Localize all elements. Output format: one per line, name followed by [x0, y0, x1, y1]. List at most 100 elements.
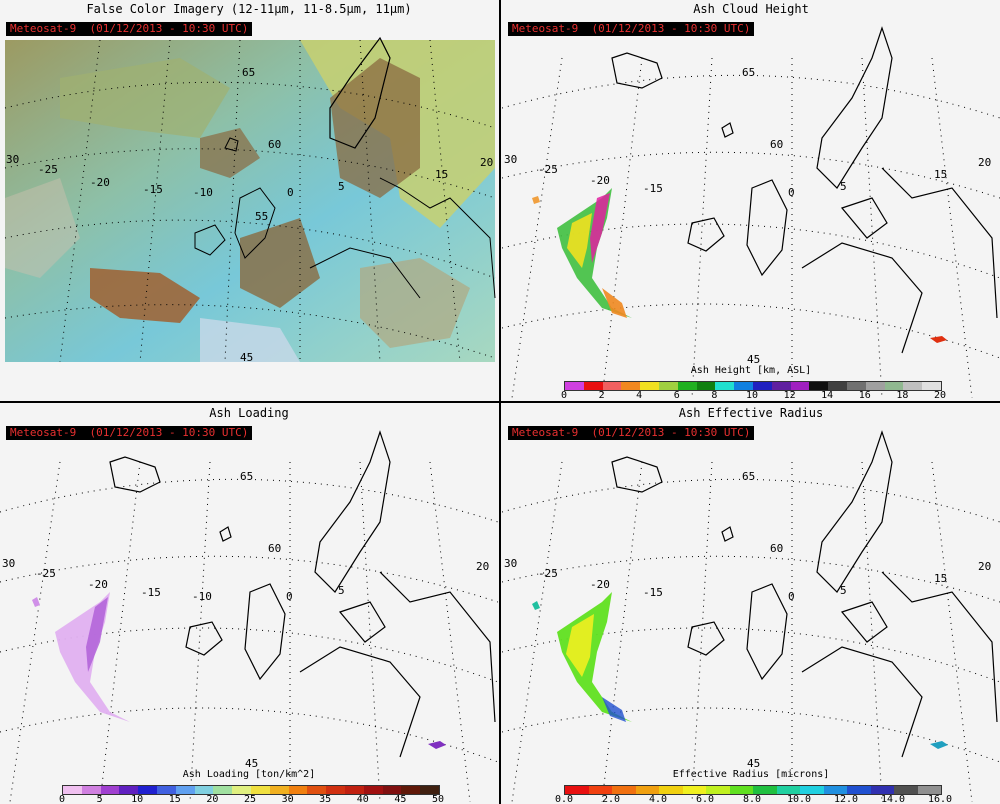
lat-label: 65	[742, 470, 755, 483]
lon-label: 15	[934, 168, 947, 181]
colorbar-tick-label: 0.0	[554, 794, 574, 804]
panel-title: Ash Cloud Height	[693, 2, 809, 16]
lon-label: 0	[788, 590, 795, 603]
colorbar-swatch	[682, 786, 706, 794]
colorbar-tick-label: 16.0	[928, 794, 953, 804]
lon-label: -15	[643, 182, 663, 195]
colorbar-swatch	[658, 382, 678, 390]
colorbar-tick-label: 4	[636, 390, 643, 400]
colorbar-swatch	[588, 786, 612, 794]
colorbar-swatch	[677, 382, 697, 390]
colorbar-swatch	[753, 786, 777, 794]
colorbar-swatch	[828, 382, 847, 390]
colorbar-swatch	[635, 786, 659, 794]
colorbar-tick-label: 20	[933, 390, 947, 400]
lon-label: 20	[480, 156, 493, 169]
lon-label: 20	[476, 560, 489, 573]
colorbar-tick-label: 5	[96, 794, 103, 804]
colorbar-ticks: 0 2 4 6 8 10 12 14 16 18 20	[554, 390, 950, 400]
lon-label: 20	[978, 156, 991, 169]
lon-label: 20	[978, 560, 991, 573]
colorbar-tick-label: 12.0	[834, 794, 859, 804]
lon-label: 0	[788, 186, 795, 199]
colorbar-swatch	[809, 382, 829, 390]
ash-loading-panel: Ash Loading	[0, 404, 498, 804]
colorbar-swatch	[420, 786, 439, 794]
lon-label: 5	[338, 180, 345, 193]
colorbar-swatch	[729, 786, 753, 794]
colorbar-swatch	[100, 786, 120, 794]
colorbar-swatch	[602, 382, 622, 390]
colorbar-swatch	[81, 786, 101, 794]
colorbar-swatch	[621, 382, 641, 390]
lat-label: 65	[242, 66, 255, 79]
colorbar-swatch	[175, 786, 195, 794]
lat-label: 45	[245, 757, 258, 770]
colorbar-tick-label: 2.0	[601, 794, 621, 804]
ash-radius-map: 65 60 45 30 -25 -20 -15 0 5 15 20	[502, 430, 1000, 803]
panel-title: Ash Loading	[209, 406, 289, 420]
colorbar-swatch	[847, 786, 871, 794]
colorbar-swatch	[288, 786, 308, 794]
colorbar-swatch	[363, 786, 383, 794]
lon-label: 15	[934, 572, 947, 585]
lon-label: -20	[590, 174, 610, 187]
colorbar-tick-label: 14	[821, 390, 834, 400]
colorbar-swatch	[870, 786, 894, 794]
colorbar-tick-label: 30	[281, 794, 294, 804]
radius-colorbar	[564, 785, 942, 795]
colorbar-tick-label: 10	[745, 390, 759, 400]
loading-colorbar	[62, 785, 440, 795]
satellite-label: Meteosat-9 (01/12/2013 - 10:30 UTC)	[508, 22, 755, 36]
lon-label: -20	[590, 578, 610, 591]
colorbar-swatch	[326, 786, 345, 794]
lon-label: 30	[6, 153, 19, 166]
colorbar-swatch	[612, 786, 636, 794]
lat-label: 45	[747, 757, 760, 770]
colorbar-tick-label: 40	[356, 794, 369, 804]
colorbar-tick-label: 4.0	[648, 794, 668, 804]
colorbar-swatch	[156, 786, 176, 794]
colorbar-tick-label: 45	[394, 794, 407, 804]
panel-title: Ash Effective Radius	[678, 406, 824, 420]
colorbar-tick-label: 35	[319, 794, 332, 804]
colorbar-tick-label: 8	[711, 390, 718, 400]
lat-label: 60	[770, 138, 783, 151]
lat-label: 65	[742, 66, 755, 79]
lon-label: -15	[141, 586, 161, 599]
colorbar-swatch	[565, 382, 584, 390]
colorbar-tick-label: 6	[673, 390, 680, 400]
lon-label: -10	[193, 186, 213, 199]
height-colorbar	[564, 381, 942, 391]
colorbar-title: Effective Radius [microns]	[672, 769, 830, 780]
colorbar-swatch	[382, 786, 402, 794]
colorbar-swatch	[640, 382, 659, 390]
colorbar-tick-label: 10.0	[787, 794, 812, 804]
lon-label: -20	[88, 578, 108, 591]
lon-label: 5	[338, 584, 345, 597]
colorbar-swatch	[917, 786, 941, 794]
colorbar-swatch	[752, 382, 772, 390]
colorbar-tick-label: 0	[560, 390, 568, 400]
colorbar-tick-label: 20	[206, 794, 219, 804]
satellite-label: Meteosat-9 (01/12/2013 - 10:30 UTC)	[6, 22, 253, 36]
colorbar-swatch	[734, 382, 753, 390]
colorbar-swatch	[250, 786, 270, 794]
colorbar-swatch	[790, 382, 810, 390]
colorbar-swatch	[800, 786, 824, 794]
colorbar-swatch	[659, 786, 683, 794]
lat-label: 45	[240, 351, 253, 364]
lon-label: 30	[504, 557, 517, 570]
satellite-label: Meteosat-9 (01/12/2013 - 10:30 UTC)	[6, 426, 253, 440]
colorbar-tick-label: 12	[783, 390, 796, 400]
panel-title: False Color Imagery (12-11μm, 11-8.5μm, …	[86, 2, 412, 16]
ash-radius-panel: Ash Effective Radius	[502, 404, 1000, 804]
colorbar-ticks: 0 5 10 15 20 25 30 35 40 45 50	[52, 794, 448, 804]
lon-label: 5	[840, 180, 847, 193]
colorbar-swatch	[771, 382, 791, 390]
colorbar-swatch	[884, 382, 904, 390]
lon-label: 30	[504, 153, 517, 166]
lon-label: 5	[840, 584, 847, 597]
colorbar-swatch	[776, 786, 800, 794]
colorbar-swatch	[706, 786, 730, 794]
